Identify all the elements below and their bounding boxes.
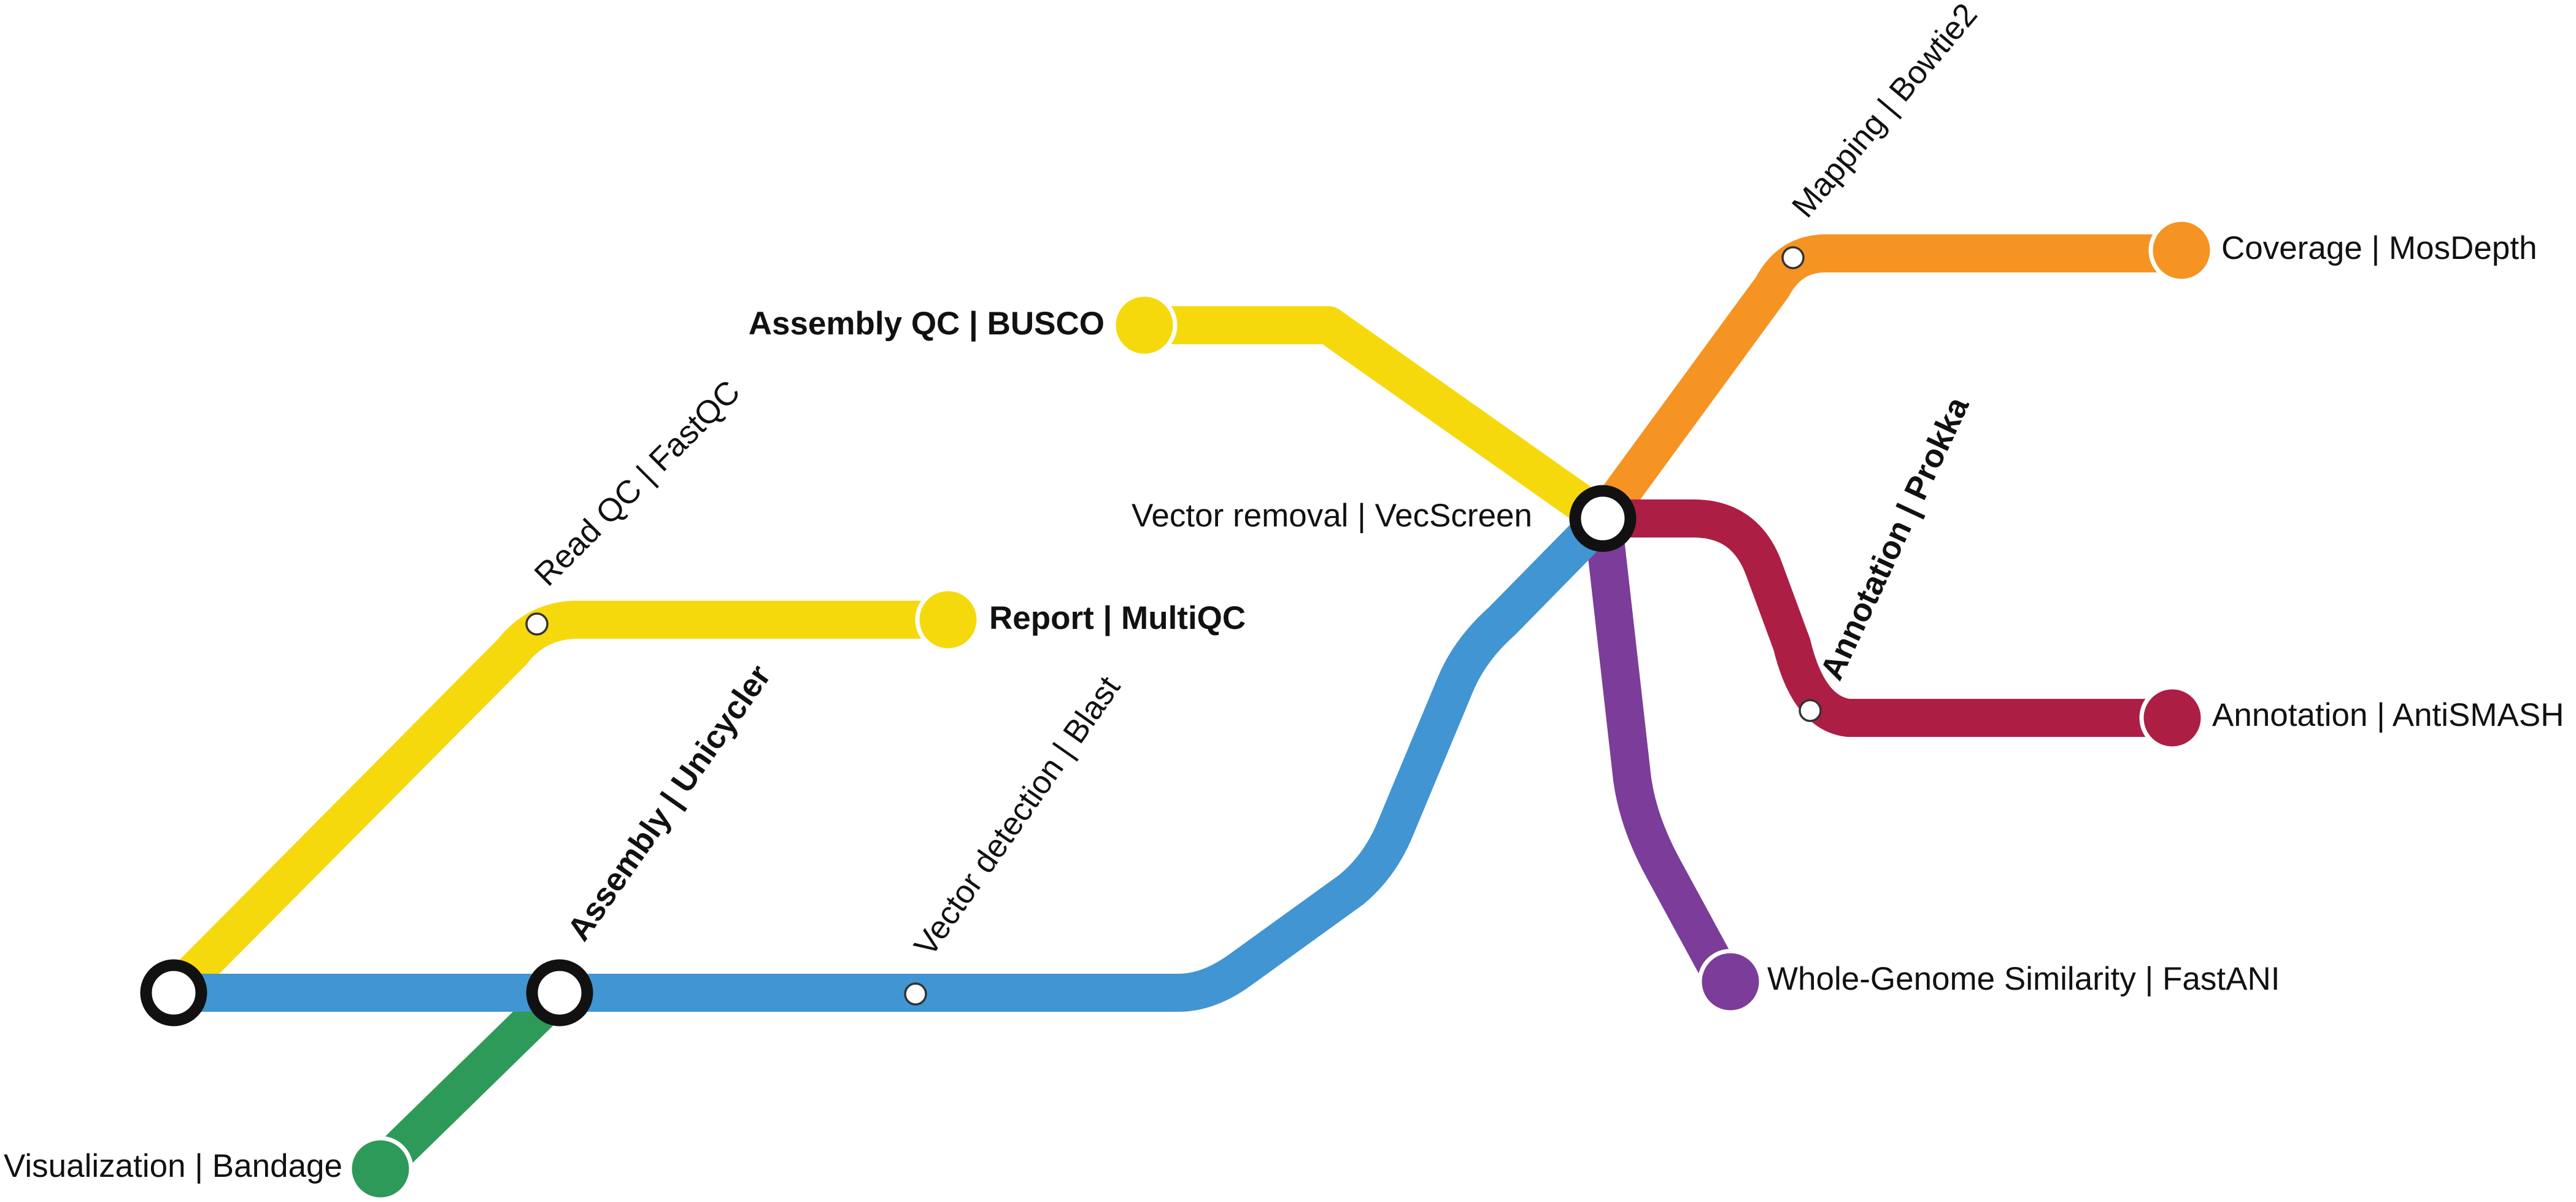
crimson-line-annotation (1603, 499, 2172, 737)
stop-mapping (1781, 246, 1805, 269)
label-whole-genome: Whole-Genome Similarity | FastANI (1767, 961, 2280, 997)
stop-read-qc (525, 612, 549, 636)
terminal-coverage (2148, 217, 2215, 283)
terminal-report (915, 587, 981, 653)
label-visualization: Visualization | Bandage (4, 1148, 342, 1184)
terminal-fastani (1697, 949, 1764, 1015)
orange-line-mapping (1587, 234, 2181, 530)
yellow-line-busco (1144, 306, 1614, 534)
label-vector-removal: Vector removal | VecScreen (1132, 498, 1532, 534)
stop-vector-detection (904, 982, 927, 1006)
label-assembly: Assembly | Unicycler (560, 658, 778, 947)
green-line-bandage (367, 979, 573, 1182)
label-report: Report | MultiQC (989, 600, 1246, 637)
label-annotation-antismash: Annotation | AntiSMASH (2212, 697, 2564, 733)
label-mapping: Mapping | Bowtie2 (1785, 0, 1984, 225)
label-annotation-prokka: Annotation | Prokka (1813, 391, 1976, 686)
hub-start (140, 959, 207, 1027)
purple-line-fastani (1584, 516, 1743, 992)
stop-annotation-prokka (1799, 699, 1822, 722)
label-coverage: Coverage | MosDepth (2221, 230, 2537, 266)
label-assembly-qc: Assembly QC | BUSCO (749, 306, 1105, 342)
terminal-assembly-qc (1111, 292, 1178, 358)
label-read-qc: Read QC | FastQC (528, 374, 747, 593)
label-vector-detection: Vector detection | Blast (907, 670, 1127, 963)
yellow-line-readqc (160, 601, 948, 1006)
blue-line-main (174, 505, 1617, 1012)
terminal-antismash (2139, 685, 2205, 751)
terminal-bandage (347, 1136, 414, 1202)
hub-vector-removal (1569, 485, 1637, 552)
hub-assembly (526, 959, 593, 1027)
